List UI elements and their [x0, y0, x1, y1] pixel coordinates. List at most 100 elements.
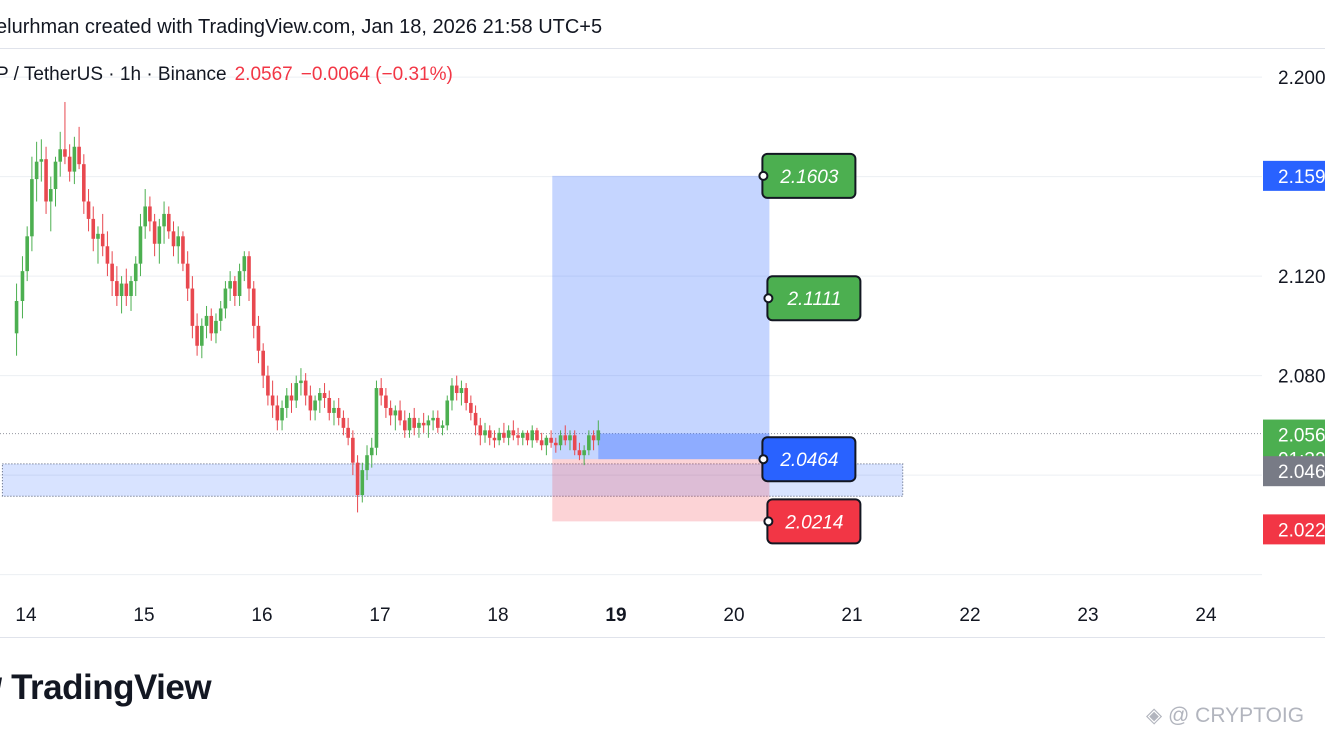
price-chart[interactable]: 2.1603 2.1111 2.0464 2.0214 2.200 2.120 2.080…	[0, 48, 1325, 637]
candle-body	[148, 206, 152, 222]
candle-body	[549, 437, 553, 443]
candle-body	[129, 281, 133, 297]
candle-body	[82, 164, 86, 202]
handle-dot	[758, 454, 769, 465]
handle-dot	[758, 170, 769, 181]
candle-body	[582, 450, 586, 456]
candle-body	[124, 283, 129, 297]
candle-body	[138, 226, 143, 264]
candle-body	[270, 395, 275, 406]
x-axis-label: 16	[251, 605, 272, 626]
candle-body	[294, 383, 299, 401]
candle-body	[251, 288, 256, 326]
symbol-name: P / TetherUS · 1h · Binance	[0, 64, 227, 85]
candle-body	[445, 400, 450, 426]
price-tag-text: 2.022	[1278, 520, 1325, 541]
position-labels[interactable]: 2.1603 2.1111 2.0464 2.0214	[758, 152, 862, 545]
candle-body	[58, 149, 63, 162]
risk-zone	[552, 459, 770, 522]
label-text: 2.0214	[784, 512, 843, 533]
candle-body	[322, 393, 327, 398]
candle-body	[195, 325, 199, 346]
x-axis-label: 21	[841, 605, 862, 626]
candle-body	[303, 380, 308, 396]
candle-body	[341, 417, 346, 428]
candle-body	[105, 246, 110, 264]
price-tag-text: 2.046	[1278, 462, 1325, 483]
candle-body	[436, 417, 440, 428]
price-tag-text: 2.159	[1278, 167, 1325, 188]
label-text: 2.1111	[786, 289, 841, 310]
price-tag-text: 2.056	[1278, 426, 1325, 447]
candle-body	[431, 417, 435, 421]
candle-body	[275, 405, 280, 421]
candle-body	[587, 435, 591, 451]
candle-body	[535, 430, 539, 441]
candle-body	[100, 233, 105, 247]
open-pnl-zone	[598, 433, 770, 460]
footer-divider	[0, 637, 1325, 638]
candle-body	[284, 395, 289, 408]
chart-header: elurhman created with TradingView.com, J…	[0, 0, 1325, 49]
candle-body	[464, 388, 468, 403]
candle-body	[181, 236, 185, 264]
handle-dot	[763, 516, 774, 527]
x-axis-label: 17	[369, 605, 390, 626]
candle-body	[351, 437, 355, 463]
support-zone	[1, 463, 904, 497]
candle-body	[360, 470, 365, 496]
candle-body	[483, 430, 487, 436]
candle-body	[162, 213, 166, 227]
candle-body	[544, 437, 549, 446]
candle-body	[450, 385, 454, 401]
candle-body	[77, 146, 81, 165]
candle-body	[577, 450, 582, 456]
attribution-text: elurhman created with TradingView.com, J…	[0, 16, 603, 38]
candle-body	[554, 442, 558, 446]
label-text: 2.0464	[779, 450, 838, 471]
symbol-legend: P / TetherUS · 1h · Binance 2.0567 −0.0064…	[0, 64, 453, 86]
candle-body	[591, 435, 596, 441]
long-position-tool[interactable]	[552, 175, 770, 522]
x-axis-label: 20	[723, 605, 744, 626]
x-axis-label: 22	[959, 605, 980, 626]
candle-body	[96, 233, 100, 239]
candle-body	[247, 256, 251, 289]
candle-body	[417, 422, 421, 428]
candle-body	[119, 283, 124, 297]
x-axis-label: 24	[1195, 605, 1217, 626]
candle-body	[157, 226, 162, 244]
candle-body	[478, 425, 483, 436]
candle-body	[487, 430, 492, 438]
candle-body	[25, 236, 29, 272]
candle-body	[190, 288, 195, 326]
target2-label[interactable]: 2.1111	[763, 275, 862, 322]
candle-body	[336, 407, 341, 418]
candle-body	[572, 435, 577, 451]
candle-body	[218, 308, 223, 321]
watermark: ◈ @ CRYPTOIG	[1146, 703, 1304, 728]
candle-body	[516, 435, 520, 438]
candle-body	[426, 420, 431, 426]
candle-body	[39, 159, 44, 162]
candle-body	[14, 300, 19, 334]
candle-body	[110, 263, 114, 282]
candle-body	[355, 462, 360, 496]
candle-body	[266, 375, 270, 396]
target1-label[interactable]: 2.1603	[758, 152, 857, 199]
candle-body	[223, 288, 228, 309]
candle-body	[346, 427, 350, 438]
candle-body	[473, 412, 478, 426]
stop-label[interactable]: 2.0214	[763, 498, 862, 545]
candle-body	[152, 221, 157, 244]
candle-body	[171, 231, 176, 247]
candle-body	[568, 435, 572, 441]
candle-body	[242, 256, 247, 272]
candle-body	[280, 407, 284, 421]
candle-body	[143, 206, 147, 227]
entry-label[interactable]: 2.0464	[758, 436, 857, 483]
candle-body	[200, 325, 204, 346]
candle-body	[72, 146, 77, 172]
logo-text: TradingView	[11, 668, 212, 707]
